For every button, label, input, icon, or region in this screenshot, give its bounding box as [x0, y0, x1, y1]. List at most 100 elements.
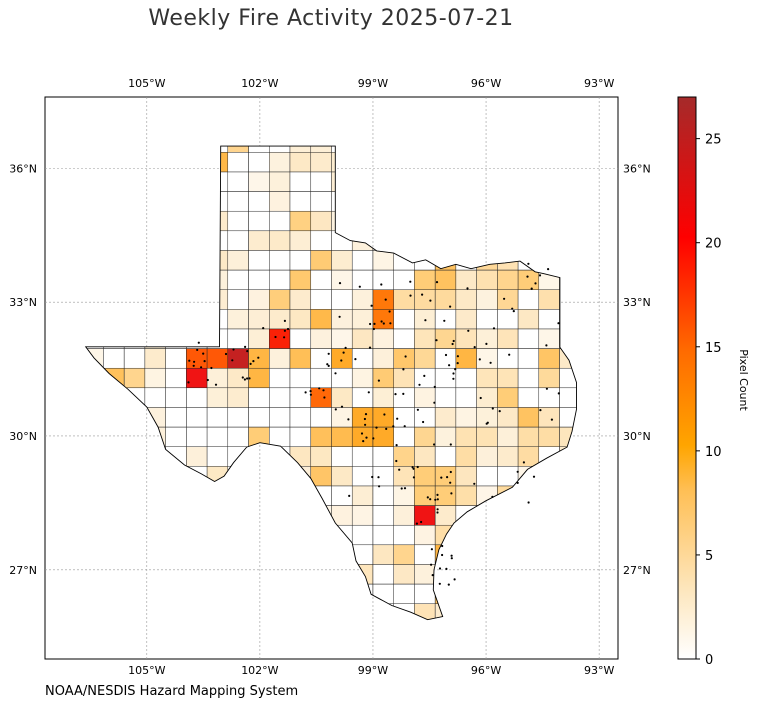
fire-detection-point — [404, 355, 407, 358]
county-cell — [269, 387, 291, 408]
county-cell — [331, 328, 353, 349]
county-cell — [248, 328, 270, 349]
county-cell — [414, 269, 436, 290]
fire-detection-point — [206, 378, 209, 382]
county-cell — [269, 210, 291, 232]
county-cell — [331, 289, 353, 310]
fire-detection-point — [449, 443, 452, 446]
county-cell — [310, 146, 332, 153]
fire-detection-point — [485, 342, 488, 345]
fire-detection-point — [231, 359, 234, 362]
county-cell — [455, 387, 477, 408]
colorbar-gradient — [677, 96, 697, 660]
fire-detection-point — [409, 280, 412, 283]
county-cell — [289, 407, 311, 428]
county-cell — [331, 407, 353, 428]
fire-detection-point — [368, 346, 372, 349]
fire-detection-point — [309, 393, 312, 396]
fire-detection-point — [441, 553, 444, 557]
fire-detection-point — [516, 481, 519, 484]
fire-detection-point — [452, 372, 455, 375]
county-cell — [538, 407, 560, 428]
fire-detection-point — [547, 268, 550, 271]
fire-detection-point — [534, 282, 537, 285]
county-cell — [289, 289, 311, 310]
fire-detection-point — [452, 377, 455, 380]
county-cell — [497, 466, 519, 487]
county-cell — [289, 328, 311, 349]
lon-tick-label: 102°W — [241, 77, 278, 90]
fire-detection-point — [385, 427, 388, 430]
county-cell — [248, 289, 270, 310]
county-cell — [248, 269, 270, 290]
county-cell — [310, 191, 332, 212]
county-cell — [144, 387, 166, 408]
fire-detection-point — [200, 366, 203, 369]
fire-detection-point — [395, 444, 398, 447]
fire-detection-point — [367, 391, 370, 394]
county-cell — [310, 269, 332, 290]
county-cell — [165, 407, 187, 428]
fire-detection-point — [371, 475, 374, 479]
fire-detection-point — [304, 391, 307, 394]
fire-detection-point — [274, 335, 277, 339]
fire-detection-point — [429, 299, 432, 302]
county-cell — [414, 485, 436, 506]
fire-detection-point — [415, 522, 418, 525]
county-cell — [414, 309, 436, 330]
county-cell — [289, 269, 311, 290]
county-cell — [434, 328, 457, 349]
county-cell — [227, 210, 249, 232]
county-cell — [393, 426, 415, 447]
county-cell — [269, 367, 291, 389]
fire-detection-point — [449, 305, 452, 308]
fire-detection-point — [434, 498, 437, 501]
county-cell — [289, 152, 311, 173]
county-cell — [165, 387, 187, 408]
county-cell — [414, 564, 436, 585]
county-cell — [331, 446, 353, 467]
county-cell — [372, 289, 394, 310]
fire-detection-point — [557, 392, 560, 395]
county-cell — [517, 387, 540, 408]
fire-detection-point — [377, 476, 380, 479]
county-cell — [517, 446, 540, 467]
county-cell — [434, 387, 457, 408]
county-cell — [517, 269, 540, 290]
county-cell — [393, 505, 415, 526]
county-cell — [372, 544, 394, 565]
county-cell — [517, 289, 540, 310]
county-cell — [227, 289, 249, 310]
fire-detection-point — [318, 387, 321, 390]
county-cell — [538, 309, 560, 330]
fire-detection-point — [203, 360, 206, 363]
fire-detection-point — [431, 574, 434, 577]
fire-detection-point — [443, 319, 446, 322]
county-cell — [269, 146, 291, 153]
county-cell — [144, 348, 166, 369]
lat-tick-label: 36°N — [9, 162, 37, 175]
county-cell — [269, 191, 291, 212]
fire-detection-point — [326, 363, 329, 366]
county-cell — [331, 426, 353, 447]
fire-detection-point — [539, 409, 542, 412]
county-cell — [248, 171, 270, 192]
county-cell — [434, 446, 457, 467]
colorbar-label: Pixel Count — [737, 349, 750, 411]
county-cell — [289, 230, 311, 251]
county-cell — [414, 367, 436, 389]
fire-detection-point — [283, 319, 286, 322]
fire-detection-point — [456, 355, 459, 358]
county-cell — [497, 407, 519, 428]
county-cell — [372, 387, 394, 408]
fire-detection-point — [466, 287, 469, 290]
fire-detection-point — [485, 422, 488, 425]
county-cell — [227, 367, 249, 389]
county-cell — [434, 466, 457, 487]
county-cell — [248, 407, 270, 428]
county-cell — [227, 230, 249, 251]
county-cell — [434, 407, 457, 428]
county-cell — [517, 407, 540, 428]
county-cell — [455, 466, 477, 487]
fire-detection-point — [244, 345, 247, 348]
